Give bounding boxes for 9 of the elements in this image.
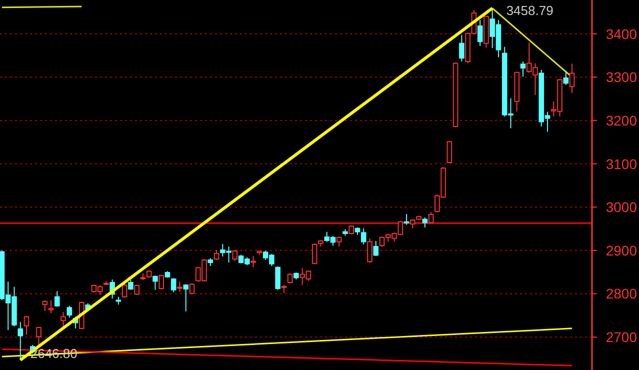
y-tick-label: 2800 <box>606 286 638 302</box>
y-tick-label: 3000 <box>606 199 638 216</box>
y-tick-label: 3300 <box>606 69 638 86</box>
y-tick-label: 3400 <box>606 26 638 42</box>
y-tick-label: 3200 <box>606 112 638 128</box>
annotation: 3458.79 <box>506 2 554 18</box>
y-tick-label: 2900 <box>606 242 638 258</box>
y-tick-label: 2700 <box>606 329 638 346</box>
y-tick-label: 3100 <box>606 156 638 172</box>
